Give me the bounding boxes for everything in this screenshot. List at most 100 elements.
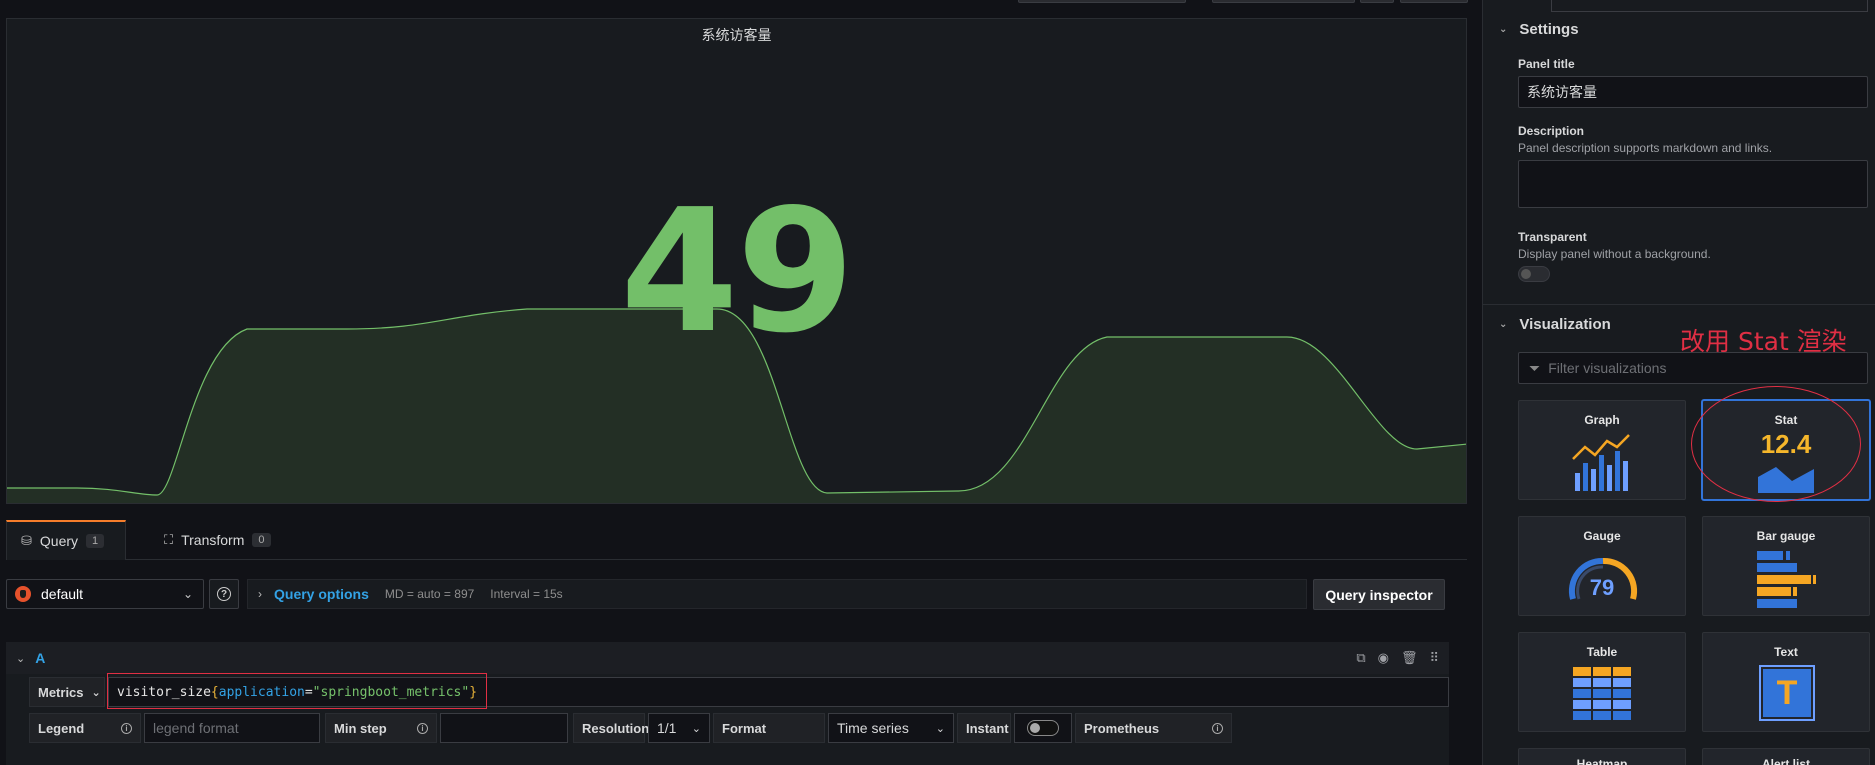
label-value: "springboot_metrics" [312, 684, 470, 700]
resolution-text: Resolution [582, 720, 650, 736]
toolbar-button-stub[interactable] [1400, 0, 1468, 3]
text-viz-glyph: T [1763, 669, 1811, 717]
viz-alert-list[interactable]: Alert list [1702, 748, 1870, 765]
description-help: Panel description supports markdown and … [1518, 141, 1773, 155]
info-icon[interactable]: i [417, 722, 428, 734]
database-icon: ⛁ [21, 533, 32, 548]
transparent-label: Transparent [1518, 230, 1587, 244]
chevron-down-icon: ⌄ [1499, 319, 1508, 330]
format-label: Format [713, 713, 825, 743]
description-label: Description [1518, 124, 1585, 138]
transparent-help: Display panel without a background. [1518, 247, 1711, 261]
viz-heatmap[interactable]: Heatmap [1518, 748, 1686, 765]
toolbar-button-stub[interactable] [1212, 0, 1355, 3]
prometheus-text: Prometheus [1084, 720, 1160, 736]
chevron-right-icon: › [258, 587, 262, 601]
max-data-points: MD = auto = 897 [384, 587, 475, 601]
legend-input[interactable]: legend format [144, 713, 320, 743]
viz-text[interactable]: Text T [1702, 632, 1870, 732]
settings-title: Settings [1519, 21, 1579, 38]
viz-gauge[interactable]: Gauge 79 [1518, 516, 1686, 616]
min-step-input[interactable] [440, 713, 568, 743]
panel-title-input[interactable]: 系统访客量 [1518, 76, 1868, 108]
min-step-text: Min step [334, 720, 387, 736]
visualization-title: Visualization [1519, 316, 1611, 333]
tab-count: 0 [252, 533, 271, 547]
transparent-toggle[interactable] [1518, 266, 1550, 282]
info-icon[interactable]: i [121, 722, 132, 734]
metrics-highlight-box [107, 673, 487, 709]
brace-close: } [469, 684, 478, 700]
sparkline-line [7, 308, 1466, 496]
visualization-section-header[interactable]: ⌄ Visualization [1499, 316, 1611, 333]
query-letter: A [35, 650, 46, 666]
trash-icon[interactable]: 🗑 [1400, 650, 1418, 665]
viz-title: Gauge [1583, 529, 1621, 543]
filter-placeholder: Filter visualizations [1548, 360, 1667, 376]
viz-title: Table [1586, 645, 1618, 659]
description-textarea[interactable] [1518, 160, 1868, 208]
tab-transform[interactable]: ⛶ Transform 0 [150, 520, 285, 560]
viz-table[interactable]: Table [1518, 632, 1686, 732]
sparkline-fill [7, 309, 1466, 503]
panel-title-value: 系统访客量 [1527, 84, 1597, 100]
transform-icon: ⛶ [164, 532, 174, 547]
legend-placeholder: legend format [153, 720, 239, 736]
chevron-down-icon: ⌄ [182, 587, 193, 601]
annotation-text: 改用 Stat 渲染 [1680, 327, 1847, 356]
tab-query[interactable]: ⛁ Query 1 [6, 520, 126, 560]
viz-title: Alert list [1761, 757, 1810, 765]
panel-title-label: Panel title [1518, 57, 1575, 71]
resolution-select[interactable]: 1/1 ⌄ [648, 713, 710, 743]
drag-handle-icon[interactable]: ⠿ [1429, 650, 1439, 665]
tab-label: Query [39, 533, 79, 549]
filter-visualizations-input[interactable]: ⏷ Filter visualizations [1518, 352, 1868, 384]
help-button[interactable]: ? [209, 579, 239, 609]
info-icon[interactable]: i [1212, 722, 1223, 734]
format-text: Format [722, 720, 767, 736]
brace-open: { [210, 684, 219, 700]
prometheus-icon [15, 586, 31, 602]
viz-bar-gauge[interactable]: Bar gauge [1702, 516, 1870, 616]
toolbar-button-stub[interactable] [1360, 0, 1394, 3]
toolbar-button-stub[interactable] [1018, 0, 1186, 3]
metrics-label-text: Metrics [38, 684, 84, 700]
chevron-down-icon: ⌄ [91, 686, 101, 699]
format-select[interactable]: Time series ⌄ [828, 713, 954, 743]
chevron-down-icon: ⌄ [1499, 24, 1508, 35]
query-options-label: Query options [274, 586, 369, 602]
chevron-down-icon: ⌄ [935, 722, 945, 735]
instant-text: Instant [966, 720, 1009, 736]
graph-viz-icon [1572, 434, 1630, 491]
datasource-name: default [41, 586, 84, 602]
chevron-down-icon: ⌄ [691, 722, 701, 735]
legend-label-text: Legend [38, 720, 85, 736]
gauge-viz-icon [1568, 557, 1638, 600]
gauge-sample-value: 79 [1589, 575, 1615, 600]
eye-icon[interactable]: ◉ [1377, 650, 1389, 665]
metrics-input[interactable]: visitor_size{application = "springboot_met… [108, 677, 1449, 707]
settings-section-header[interactable]: ⌄ Settings [1499, 21, 1579, 38]
chevron-down-icon[interactable]: ⌄ [16, 652, 26, 665]
tab-count: 1 [86, 534, 105, 548]
instant-label: Instant [957, 713, 1011, 743]
question-icon: ? [217, 587, 231, 601]
instant-toggle[interactable] [1027, 720, 1059, 736]
tab-label: Transform [181, 532, 245, 548]
resolution-value: 1/1 [657, 720, 677, 736]
viz-title: Bar gauge [1756, 529, 1816, 543]
copy-icon[interactable]: ⧉ [1356, 650, 1366, 665]
legend-label: Legend i [29, 713, 141, 743]
viz-graph[interactable]: Graph [1518, 400, 1686, 500]
annotation-circle [1691, 386, 1861, 502]
query-header[interactable]: ⌄ A ⧉ ◉ 🗑 ⠿ [6, 642, 1449, 674]
datasource-select[interactable]: default ⌄ [6, 579, 204, 609]
equals: = [304, 684, 313, 700]
query-inspector-button[interactable]: Query inspector [1313, 579, 1445, 610]
sidebar-top-input[interactable] [1551, 0, 1868, 12]
panel-preview: 系统访客量 49 [6, 18, 1467, 504]
panel-title[interactable]: 系统访客量 [701, 27, 772, 43]
min-step-label: Min step i [325, 713, 437, 743]
query-options[interactable]: › Query options MD = auto = 897 Interval… [247, 579, 1307, 609]
